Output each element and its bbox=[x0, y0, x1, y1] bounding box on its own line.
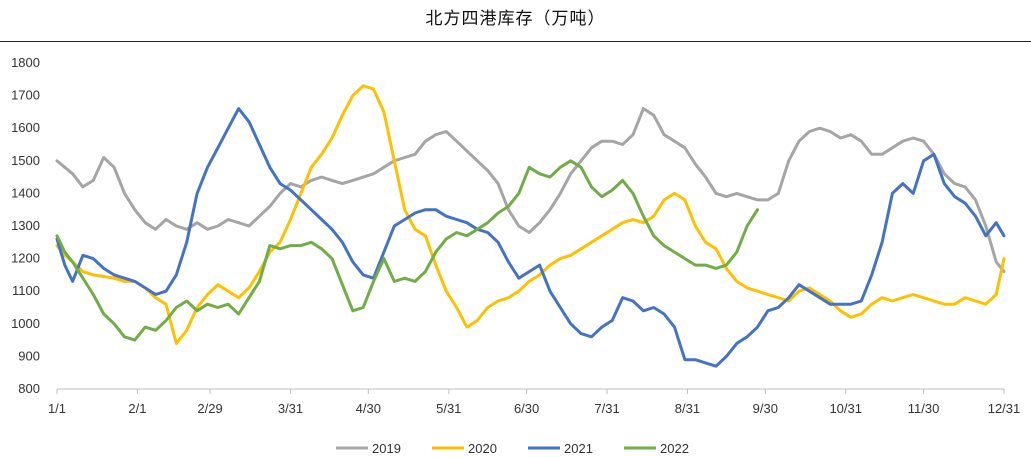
x-tick-label: 4/30 bbox=[356, 401, 381, 416]
y-tick-label: 1500 bbox=[11, 153, 40, 168]
y-tick-label: 900 bbox=[18, 348, 40, 363]
series-lines bbox=[55, 84, 1006, 368]
x-tick-label: 12/31 bbox=[988, 401, 1021, 416]
y-tick-label: 1800 bbox=[11, 55, 40, 70]
legend-label-2019: 2019 bbox=[372, 441, 401, 456]
y-tick-label: 1600 bbox=[11, 120, 40, 135]
x-tick-label: 10/31 bbox=[829, 401, 862, 416]
x-tick-label: 6/30 bbox=[514, 401, 539, 416]
y-tick-label: 1100 bbox=[12, 283, 40, 298]
chart-title: 北方四港库存（万吨） bbox=[425, 9, 606, 29]
x-tick-label: 11/30 bbox=[908, 401, 940, 416]
y-tick-label: 1400 bbox=[11, 185, 40, 200]
x-tick-label: 8/31 bbox=[675, 401, 700, 416]
y-tick-label: 1700 bbox=[11, 88, 40, 103]
series-line-2021 bbox=[55, 107, 1006, 368]
series-line-2019 bbox=[55, 107, 1006, 274]
legend-label-2020: 2020 bbox=[468, 441, 497, 456]
y-tick-label: 800 bbox=[18, 381, 40, 396]
axes: 800 900 1000 1100 1200 1300 1400 1500 1600 1700 18… bbox=[11, 55, 1020, 416]
y-tick-label: 1200 bbox=[11, 251, 40, 266]
legend: 2019 2020 2021 2022 bbox=[336, 441, 689, 456]
y-tick-label: 1300 bbox=[11, 218, 40, 233]
series-line-2022 bbox=[55, 159, 759, 342]
legend-label-2021: 2021 bbox=[564, 441, 593, 456]
title-rule bbox=[0, 41, 1031, 42]
x-tick-label: 1/1 bbox=[48, 401, 66, 416]
x-tick-label: 3/31 bbox=[278, 401, 303, 416]
x-tick-label: 2/1 bbox=[128, 401, 146, 416]
x-tick-label: 7/31 bbox=[594, 401, 619, 416]
x-tick-label: 9/30 bbox=[753, 401, 778, 416]
x-tick-label: 2/29 bbox=[197, 401, 222, 416]
y-tick-label: 1000 bbox=[11, 316, 40, 331]
series-line-2020 bbox=[55, 84, 1006, 345]
x-tick-label: 5/31 bbox=[436, 401, 461, 416]
legend-label-2022: 2022 bbox=[660, 441, 689, 456]
